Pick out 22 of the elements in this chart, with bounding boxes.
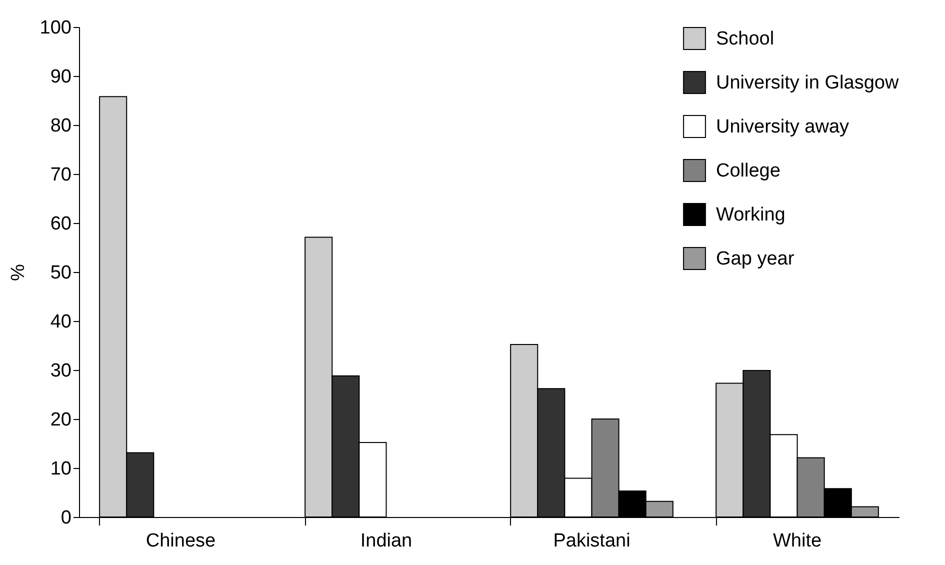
- y-tick-label: 0: [60, 508, 72, 528]
- legend-label: School: [716, 28, 774, 50]
- y-tick-label: 30: [50, 360, 72, 382]
- y-tick-label: 90: [50, 66, 72, 88]
- y-tick-label: 40: [50, 312, 72, 332]
- y-tick-label: 70: [50, 164, 72, 186]
- legend-label: Working: [716, 204, 786, 226]
- y-tick-label: 50: [50, 262, 72, 284]
- y-tick-label: 80: [50, 116, 72, 136]
- y-tick-label: 10: [50, 458, 72, 480]
- legend-label: College: [716, 160, 780, 182]
- y-tick-label: 100: [40, 18, 72, 38]
- x-tick-label: Chinese: [146, 530, 216, 552]
- legend-label: Gap year: [716, 248, 795, 270]
- y-tick-label: 60: [50, 214, 72, 234]
- y-axis-title: %: [8, 264, 29, 281]
- x-tick-label: Pakistani: [553, 530, 630, 552]
- x-tick-label: Indian: [360, 530, 412, 552]
- legend-label: University away: [716, 116, 850, 138]
- x-tick-label: White: [772, 530, 822, 552]
- legend-label: University in Glasgow: [716, 72, 899, 94]
- y-tick-label: 20: [50, 410, 72, 430]
